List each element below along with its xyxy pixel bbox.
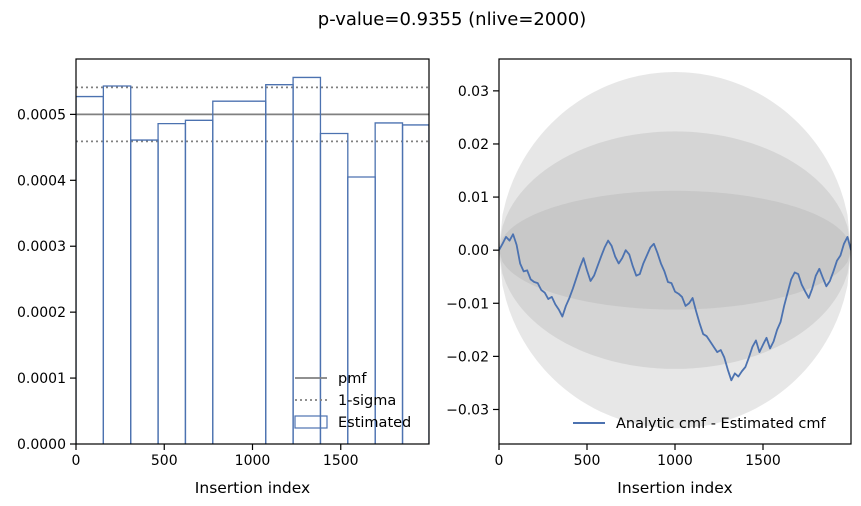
legend-estimated-label: Estimated	[338, 415, 411, 431]
left-ytick-label: 0.0000	[17, 437, 66, 453]
right-xtick-label: 0	[495, 453, 504, 469]
right-tick-marks: 0 500 1000 1500 −0.03 −0.02 −0.01 0.00 0.01 0.02 0…	[446, 84, 781, 469]
left-xtick-label: 1000	[235, 453, 271, 469]
legend-pmf-label: pmf	[338, 371, 367, 387]
left-ytick-label: 0.0005	[17, 107, 66, 123]
right-xlabel: Insertion index	[617, 479, 732, 497]
left-ytick-label: 0.0003	[17, 239, 66, 255]
right-ytick-label: −0.01	[446, 296, 489, 312]
left-legend: pmf 1-sigma Estimated	[294, 371, 411, 431]
right-xtick-label: 1000	[657, 453, 693, 469]
legend-diff-label: Analytic cmf - Estimated cmf	[616, 416, 827, 432]
right-chart: 0 500 1000 1500 −0.03 −0.02 −0.01 0.00 0.01 0.02 0…	[446, 58, 852, 497]
diff-cmf-line	[499, 233, 851, 382]
right-ytick-label: 0.01	[458, 190, 489, 206]
right-xtick-label: 1500	[745, 453, 781, 469]
figure-title: p-value=0.9355 (nlive=2000)	[318, 9, 586, 30]
legend-estimated-swatch	[294, 415, 328, 429]
sigma-band-1	[499, 190, 851, 310]
left-plot-area	[76, 76, 429, 444]
left-ytick-label: 0.0001	[17, 371, 66, 387]
right-ytick-label: 0.00	[458, 243, 489, 259]
right-ytick-label: −0.03	[446, 402, 489, 418]
estimated-bar	[401, 124, 429, 444]
sigma-band-3	[499, 72, 851, 429]
left-chart: 0 500 1000 1500 0.0000 0.0001 0.0002 0.0003 0.00…	[17, 58, 430, 497]
left-xtick-label: 0	[72, 453, 81, 469]
right-xtick-label: 500	[574, 453, 601, 469]
right-ytick-label: −0.02	[446, 349, 489, 365]
right-plot-area	[499, 72, 851, 429]
left-xtick-label: 1500	[323, 453, 359, 469]
left-xlabel: Insertion index	[195, 479, 310, 497]
right-ytick-label: 0.02	[458, 137, 489, 153]
left-ytick-label: 0.0002	[17, 305, 66, 321]
right-ytick-label: 0.03	[458, 84, 489, 100]
left-ytick-label: 0.0004	[17, 173, 66, 189]
sigma-band-2	[499, 131, 851, 369]
right-legend: Analytic cmf - Estimated cmf	[573, 416, 827, 432]
legend-sigma-label: 1-sigma	[338, 393, 396, 409]
left-xtick-label: 500	[151, 453, 178, 469]
left-tick-marks: 0 500 1000 1500 0.0000 0.0001 0.0002 0.0003 0.00…	[17, 107, 359, 469]
